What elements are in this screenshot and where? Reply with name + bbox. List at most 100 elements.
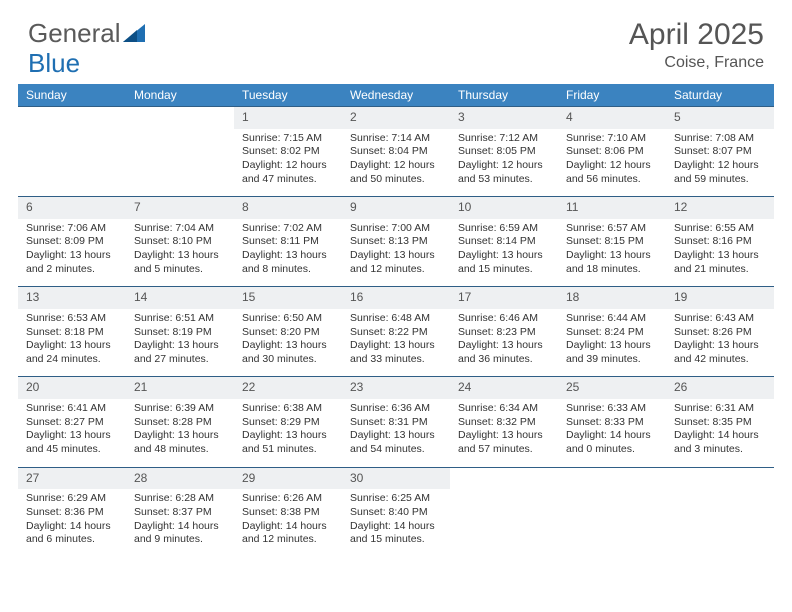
day-number-cell: 25 [558,377,666,399]
daylight-line: Daylight: 12 hours and 56 minutes. [566,159,658,186]
day-number-cell: 4 [558,107,666,129]
day-number-cell: 9 [342,197,450,219]
sunrise-line: Sunrise: 6:53 AM [26,312,118,326]
day-number-cell: 16 [342,287,450,309]
calendar-table: SundayMondayTuesdayWednesdayThursdayFrid… [18,84,774,557]
day-content-cell: Sunrise: 6:39 AMSunset: 8:28 PMDaylight:… [126,399,234,467]
daylight-line: Daylight: 13 hours and 30 minutes. [242,339,334,366]
logo-triangle-icon [123,18,145,49]
day-content-cell: Sunrise: 6:36 AMSunset: 8:31 PMDaylight:… [342,399,450,467]
logo-text-blue: Blue [28,48,80,79]
daylight-line: Daylight: 13 hours and 33 minutes. [350,339,442,366]
daylight-line: Daylight: 13 hours and 8 minutes. [242,249,334,276]
day-content-cell [666,489,774,557]
day-content-cell: Sunrise: 6:43 AMSunset: 8:26 PMDaylight:… [666,309,774,377]
day-number-cell: 28 [126,467,234,489]
sunrise-line: Sunrise: 7:00 AM [350,222,442,236]
sunrise-line: Sunrise: 6:50 AM [242,312,334,326]
sunset-line: Sunset: 8:09 PM [26,235,118,249]
daylight-line: Daylight: 13 hours and 54 minutes. [350,429,442,456]
sunset-line: Sunset: 8:02 PM [242,145,334,159]
daylight-line: Daylight: 13 hours and 12 minutes. [350,249,442,276]
daylight-line: Daylight: 13 hours and 36 minutes. [458,339,550,366]
daylight-line: Daylight: 13 hours and 2 minutes. [26,249,118,276]
sunset-line: Sunset: 8:22 PM [350,326,442,340]
day-number-cell: 20 [18,377,126,399]
daylight-line: Daylight: 13 hours and 51 minutes. [242,429,334,456]
day-content-cell: Sunrise: 6:25 AMSunset: 8:40 PMDaylight:… [342,489,450,557]
day-content-cell: Sunrise: 7:06 AMSunset: 8:09 PMDaylight:… [18,219,126,287]
day-number-cell: 22 [234,377,342,399]
day-content-row: Sunrise: 7:15 AMSunset: 8:02 PMDaylight:… [18,129,774,197]
day-content-cell: Sunrise: 6:53 AMSunset: 8:18 PMDaylight:… [18,309,126,377]
sunrise-line: Sunrise: 6:31 AM [674,402,766,416]
sunset-line: Sunset: 8:31 PM [350,416,442,430]
daylight-line: Daylight: 13 hours and 48 minutes. [134,429,226,456]
sunset-line: Sunset: 8:15 PM [566,235,658,249]
weekday-header: Saturday [666,84,774,107]
weekday-header: Sunday [18,84,126,107]
sunrise-line: Sunrise: 6:48 AM [350,312,442,326]
day-content-cell: Sunrise: 7:10 AMSunset: 8:06 PMDaylight:… [558,129,666,197]
day-content-cell: Sunrise: 6:28 AMSunset: 8:37 PMDaylight:… [126,489,234,557]
day-number-cell: 19 [666,287,774,309]
daylight-line: Daylight: 14 hours and 15 minutes. [350,520,442,547]
sunset-line: Sunset: 8:36 PM [26,506,118,520]
daylight-line: Daylight: 14 hours and 3 minutes. [674,429,766,456]
day-content-cell: Sunrise: 6:34 AMSunset: 8:32 PMDaylight:… [450,399,558,467]
day-content-cell: Sunrise: 7:15 AMSunset: 8:02 PMDaylight:… [234,129,342,197]
title-block: April 2025 Coise, France [629,18,764,72]
daylight-line: Daylight: 12 hours and 47 minutes. [242,159,334,186]
day-number-cell: 15 [234,287,342,309]
day-content-cell [558,489,666,557]
sunrise-line: Sunrise: 6:46 AM [458,312,550,326]
day-number-cell: 6 [18,197,126,219]
day-number-cell [666,467,774,489]
day-number-row: 13141516171819 [18,287,774,309]
calendar-header-row: SundayMondayTuesdayWednesdayThursdayFrid… [18,84,774,107]
daylight-line: Daylight: 13 hours and 21 minutes. [674,249,766,276]
sunset-line: Sunset: 8:04 PM [350,145,442,159]
day-number-row: 6789101112 [18,197,774,219]
day-number-cell: 7 [126,197,234,219]
logo: General [28,18,147,49]
sunset-line: Sunset: 8:33 PM [566,416,658,430]
day-number-cell [558,467,666,489]
day-number-cell: 21 [126,377,234,399]
weekday-header: Wednesday [342,84,450,107]
day-number-cell: 17 [450,287,558,309]
day-content-cell: Sunrise: 7:08 AMSunset: 8:07 PMDaylight:… [666,129,774,197]
sunset-line: Sunset: 8:27 PM [26,416,118,430]
day-content-cell: Sunrise: 7:12 AMSunset: 8:05 PMDaylight:… [450,129,558,197]
sunrise-line: Sunrise: 6:39 AM [134,402,226,416]
sunset-line: Sunset: 8:24 PM [566,326,658,340]
location-label: Coise, France [629,54,764,72]
day-content-cell: Sunrise: 7:04 AMSunset: 8:10 PMDaylight:… [126,219,234,287]
header: General April 2025 Coise, France [0,0,792,78]
day-number-cell: 26 [666,377,774,399]
day-content-row: Sunrise: 6:53 AMSunset: 8:18 PMDaylight:… [18,309,774,377]
sunset-line: Sunset: 8:06 PM [566,145,658,159]
daylight-line: Daylight: 13 hours and 57 minutes. [458,429,550,456]
day-number-cell [18,107,126,129]
day-content-cell: Sunrise: 6:38 AMSunset: 8:29 PMDaylight:… [234,399,342,467]
sunset-line: Sunset: 8:28 PM [134,416,226,430]
day-number-cell: 12 [666,197,774,219]
day-number-cell: 18 [558,287,666,309]
sunset-line: Sunset: 8:35 PM [674,416,766,430]
day-number-row: 20212223242526 [18,377,774,399]
day-number-cell: 27 [18,467,126,489]
day-content-cell: Sunrise: 6:41 AMSunset: 8:27 PMDaylight:… [18,399,126,467]
sunset-line: Sunset: 8:19 PM [134,326,226,340]
sunset-line: Sunset: 8:05 PM [458,145,550,159]
day-content-cell: Sunrise: 6:59 AMSunset: 8:14 PMDaylight:… [450,219,558,287]
day-number-row: 27282930 [18,467,774,489]
day-content-cell: Sunrise: 6:50 AMSunset: 8:20 PMDaylight:… [234,309,342,377]
day-number-row: 12345 [18,107,774,129]
daylight-line: Daylight: 14 hours and 9 minutes. [134,520,226,547]
day-content-cell: Sunrise: 6:55 AMSunset: 8:16 PMDaylight:… [666,219,774,287]
weekday-header: Tuesday [234,84,342,107]
daylight-line: Daylight: 13 hours and 15 minutes. [458,249,550,276]
sunrise-line: Sunrise: 7:14 AM [350,132,442,146]
sunset-line: Sunset: 8:07 PM [674,145,766,159]
